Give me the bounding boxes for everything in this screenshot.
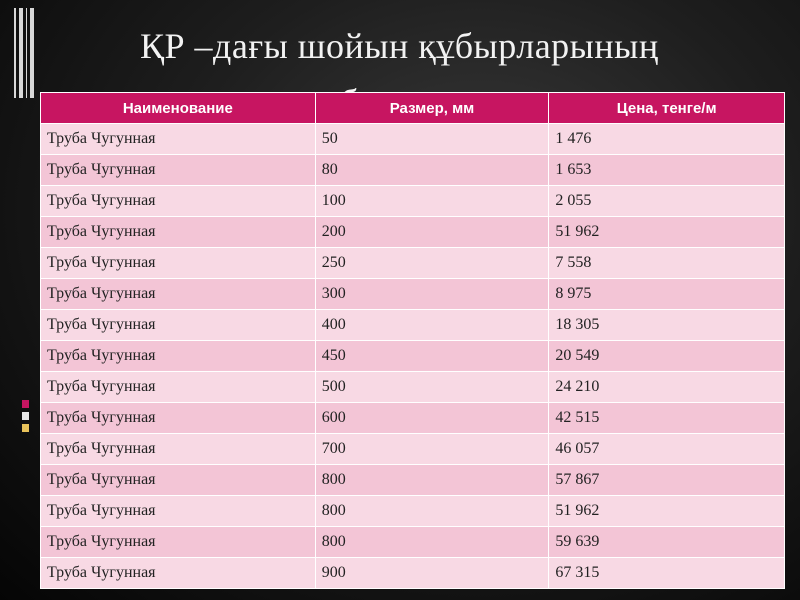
cell-size: 450 <box>314 340 550 372</box>
table-row: Труба Чугунная 800 51 962 <box>40 495 785 527</box>
cell-name: Труба Чугунная <box>40 154 316 186</box>
cell-size: 800 <box>314 495 550 527</box>
cell-price: 18 305 <box>548 309 785 341</box>
cell-size: 500 <box>314 371 550 403</box>
table-row: Труба Чугунная 80 1 653 <box>40 154 785 186</box>
table-body: Труба Чугунная 50 1 476 Труба Чугунная 80 1 6… <box>40 123 785 589</box>
cell-name: Труба Чугунная <box>40 464 316 496</box>
table-row: Труба Чугунная 100 2 055 <box>40 185 785 217</box>
table-row: Труба Чугунная 700 46 057 <box>40 433 785 465</box>
cell-price: 24 210 <box>548 371 785 403</box>
cell-size: 400 <box>314 309 550 341</box>
cell-name: Труба Чугунная <box>40 526 316 558</box>
cell-size: 600 <box>314 402 550 434</box>
price-table: Наименование Размер, мм Цена, тенге/м Тр… <box>40 92 785 589</box>
cell-price: 57 867 <box>548 464 785 496</box>
cell-name: Труба Чугунная <box>40 340 316 372</box>
cell-price: 1 476 <box>548 123 785 155</box>
cell-price: 46 057 <box>548 433 785 465</box>
cell-name: Труба Чугунная <box>40 216 316 248</box>
cell-price: 67 315 <box>548 557 785 589</box>
cell-size: 800 <box>314 464 550 496</box>
cell-name: Труба Чугунная <box>40 433 316 465</box>
cell-price: 51 962 <box>548 495 785 527</box>
cell-size: 800 <box>314 526 550 558</box>
table-row: Труба Чугунная 200 51 962 <box>40 216 785 248</box>
table-row: Труба Чугунная 800 57 867 <box>40 464 785 496</box>
cell-size: 200 <box>314 216 550 248</box>
cell-name: Труба Чугунная <box>40 185 316 217</box>
cell-size: 100 <box>314 185 550 217</box>
table-row: Труба Чугунная 800 59 639 <box>40 526 785 558</box>
header-name: Наименование <box>40 92 316 124</box>
table-row: Труба Чугунная 900 67 315 <box>40 557 785 589</box>
cell-name: Труба Чугунная <box>40 371 316 403</box>
table-row: Труба Чугунная 250 7 558 <box>40 247 785 279</box>
decorative-stripes <box>14 8 34 98</box>
cell-size: 80 <box>314 154 550 186</box>
cell-price: 1 653 <box>548 154 785 186</box>
table-row: Труба Чугунная 450 20 549 <box>40 340 785 372</box>
cell-price: 59 639 <box>548 526 785 558</box>
cell-name: Труба Чугунная <box>40 278 316 310</box>
cell-size: 50 <box>314 123 550 155</box>
cell-size: 700 <box>314 433 550 465</box>
cell-name: Труба Чугунная <box>40 557 316 589</box>
table-row: Труба Чугунная 500 24 210 <box>40 371 785 403</box>
cell-price: 7 558 <box>548 247 785 279</box>
cell-name: Труба Чугунная <box>40 309 316 341</box>
table-row: Труба Чугунная 50 1 476 <box>40 123 785 155</box>
header-price: Цена, тенге/м <box>548 92 785 124</box>
table-row: Труба Чугунная 300 8 975 <box>40 278 785 310</box>
cell-price: 20 549 <box>548 340 785 372</box>
cell-price: 51 962 <box>548 216 785 248</box>
cell-price: 2 055 <box>548 185 785 217</box>
table-header-row: Наименование Размер, мм Цена, тенге/м <box>40 92 785 124</box>
decorative-side-marks <box>22 400 30 445</box>
cell-name: Труба Чугунная <box>40 495 316 527</box>
cell-name: Труба Чугунная <box>40 247 316 279</box>
table-row: Труба Чугунная 400 18 305 <box>40 309 785 341</box>
slide-title: ҚР –дағы шойын құбырларының <box>140 26 659 66</box>
cell-name: Труба Чугунная <box>40 402 316 434</box>
header-size: Размер, мм <box>314 92 550 124</box>
cell-size: 900 <box>314 557 550 589</box>
cell-price: 42 515 <box>548 402 785 434</box>
cell-name: Труба Чугунная <box>40 123 316 155</box>
cell-size: 250 <box>314 247 550 279</box>
table-row: Труба Чугунная 600 42 515 <box>40 402 785 434</box>
cell-size: 300 <box>314 278 550 310</box>
cell-price: 8 975 <box>548 278 785 310</box>
